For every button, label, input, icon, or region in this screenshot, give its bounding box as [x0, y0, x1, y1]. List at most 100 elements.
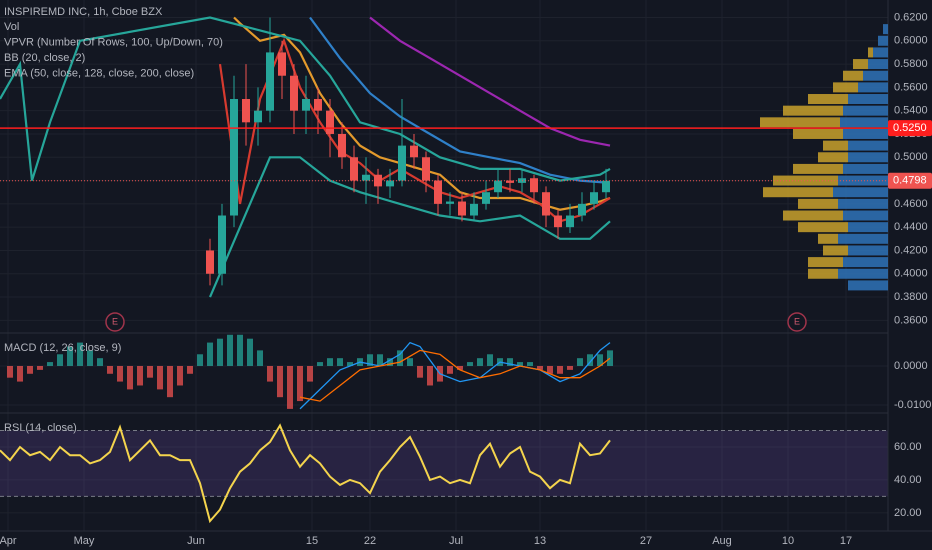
earnings-label: E [794, 316, 800, 326]
macd-histogram-bar [147, 365, 153, 378]
candle-body [530, 178, 538, 193]
macd-histogram-bar [577, 358, 583, 366]
vpvr-up-bar [848, 222, 888, 233]
y-tick-label: 0.6200 [894, 11, 928, 23]
vpvr-up-bar [838, 268, 888, 279]
indicator-legend: Vol [4, 21, 19, 33]
candle-body [578, 203, 586, 216]
candle-body [482, 192, 490, 204]
macd-histogram-bar [337, 358, 343, 366]
vpvr-down-bar [760, 117, 840, 128]
vpvr-up-bar [873, 47, 888, 58]
x-tick-label: 17 [840, 535, 852, 547]
y-tick-label: 0.5000 [894, 151, 928, 163]
macd-histogram-bar [317, 362, 323, 366]
y-tick-label: 0.0000 [894, 360, 928, 372]
vpvr-up-bar [848, 245, 888, 256]
macd-histogram-bar [547, 365, 553, 374]
y-tick-label: 0.4000 [894, 268, 928, 280]
y-tick-label: 20.00 [894, 507, 922, 519]
vpvr-up-bar [858, 82, 888, 93]
macd-histogram-bar [67, 346, 73, 366]
candle-body [422, 157, 430, 181]
indicator-legend: BB (20, close, 2) [4, 52, 85, 64]
y-tick-label: 0.5600 [894, 81, 928, 93]
pane-1 [7, 334, 613, 410]
candle-body [266, 52, 274, 111]
macd-histogram-bar [527, 362, 533, 366]
macd-histogram-bar [27, 365, 33, 374]
candle-body [494, 180, 502, 193]
candle-body [350, 157, 358, 181]
vpvr-down-bar [793, 128, 843, 139]
candle-body [218, 215, 226, 274]
macd-histogram-bar [387, 358, 393, 366]
macd-histogram-bar [377, 354, 383, 366]
y-tick-label: 0.3600 [894, 314, 928, 326]
vpvr-up-bar [848, 152, 888, 163]
x-tick-label: 27 [640, 535, 652, 547]
vpvr-down-bar [823, 140, 848, 151]
vpvr-down-bar [763, 187, 833, 198]
vpvr-down-bar [818, 152, 848, 163]
macd-histogram-bar [307, 365, 313, 382]
macd-histogram-bar [467, 362, 473, 366]
vpvr-up-bar [848, 280, 888, 291]
vpvr-up-bar [863, 70, 888, 81]
macd-histogram-bar [607, 350, 613, 366]
candle-body [254, 110, 262, 123]
macd-histogram-bar [247, 338, 253, 366]
macd-histogram-bar [97, 358, 103, 366]
indicator-line [309, 16, 611, 184]
vpvr-up-bar [833, 187, 888, 198]
x-tick-label: 10 [782, 535, 794, 547]
indicator-line [299, 341, 611, 410]
price-tag-label: 0.4798 [893, 175, 927, 187]
macd-histogram-bar [117, 365, 123, 382]
candle-body [302, 99, 310, 111]
vpvr-up-bar [838, 233, 888, 244]
candle-body [566, 215, 574, 228]
y-tick-label: 0.4400 [894, 221, 928, 233]
macd-histogram-bar [217, 338, 223, 366]
macd-histogram-bar [227, 334, 233, 366]
macd-histogram-bar [367, 354, 373, 366]
candle-body [506, 180, 514, 183]
macd-histogram-bar [537, 365, 543, 370]
y-tick-label: -0.0100 [894, 399, 931, 411]
vpvr-up-bar [843, 163, 888, 174]
macd-histogram-bar [517, 362, 523, 366]
vpvr-down-bar [843, 70, 863, 81]
vpvr-up-bar [838, 198, 888, 209]
macd-histogram-bar [507, 358, 513, 366]
vpvr-down-bar [783, 210, 843, 221]
indicator-line [299, 349, 611, 402]
macd-histogram-bar [487, 354, 493, 366]
vpvr-down-bar [798, 222, 848, 233]
price-tag-label: 0.5250 [893, 122, 927, 134]
macd-histogram-bar [137, 365, 143, 386]
candle-body [542, 192, 550, 216]
vpvr-down-bar [793, 163, 843, 174]
candle-body [398, 145, 406, 181]
candle-body [590, 192, 598, 204]
candle-body [242, 99, 250, 123]
indicator-line [369, 16, 611, 147]
vpvr-up-bar [843, 210, 888, 221]
macd-histogram-bar [267, 365, 273, 382]
macd-histogram-bar [477, 358, 483, 366]
candle-body [278, 52, 286, 76]
candle-body [362, 174, 370, 181]
x-tick-label: Jun [187, 535, 205, 547]
indicator-line [0, 16, 611, 182]
macd-histogram-bar [277, 365, 283, 398]
vpvr-down-bar [808, 268, 838, 279]
vpvr-up-bar [878, 35, 888, 46]
pane-legend: RSI (14, close) [4, 422, 77, 434]
x-tick-label: Jul [449, 535, 463, 547]
macd-histogram-bar [37, 365, 43, 370]
vpvr-down-bar [833, 82, 858, 93]
candle-body [458, 201, 466, 216]
macd-histogram-bar [197, 354, 203, 366]
